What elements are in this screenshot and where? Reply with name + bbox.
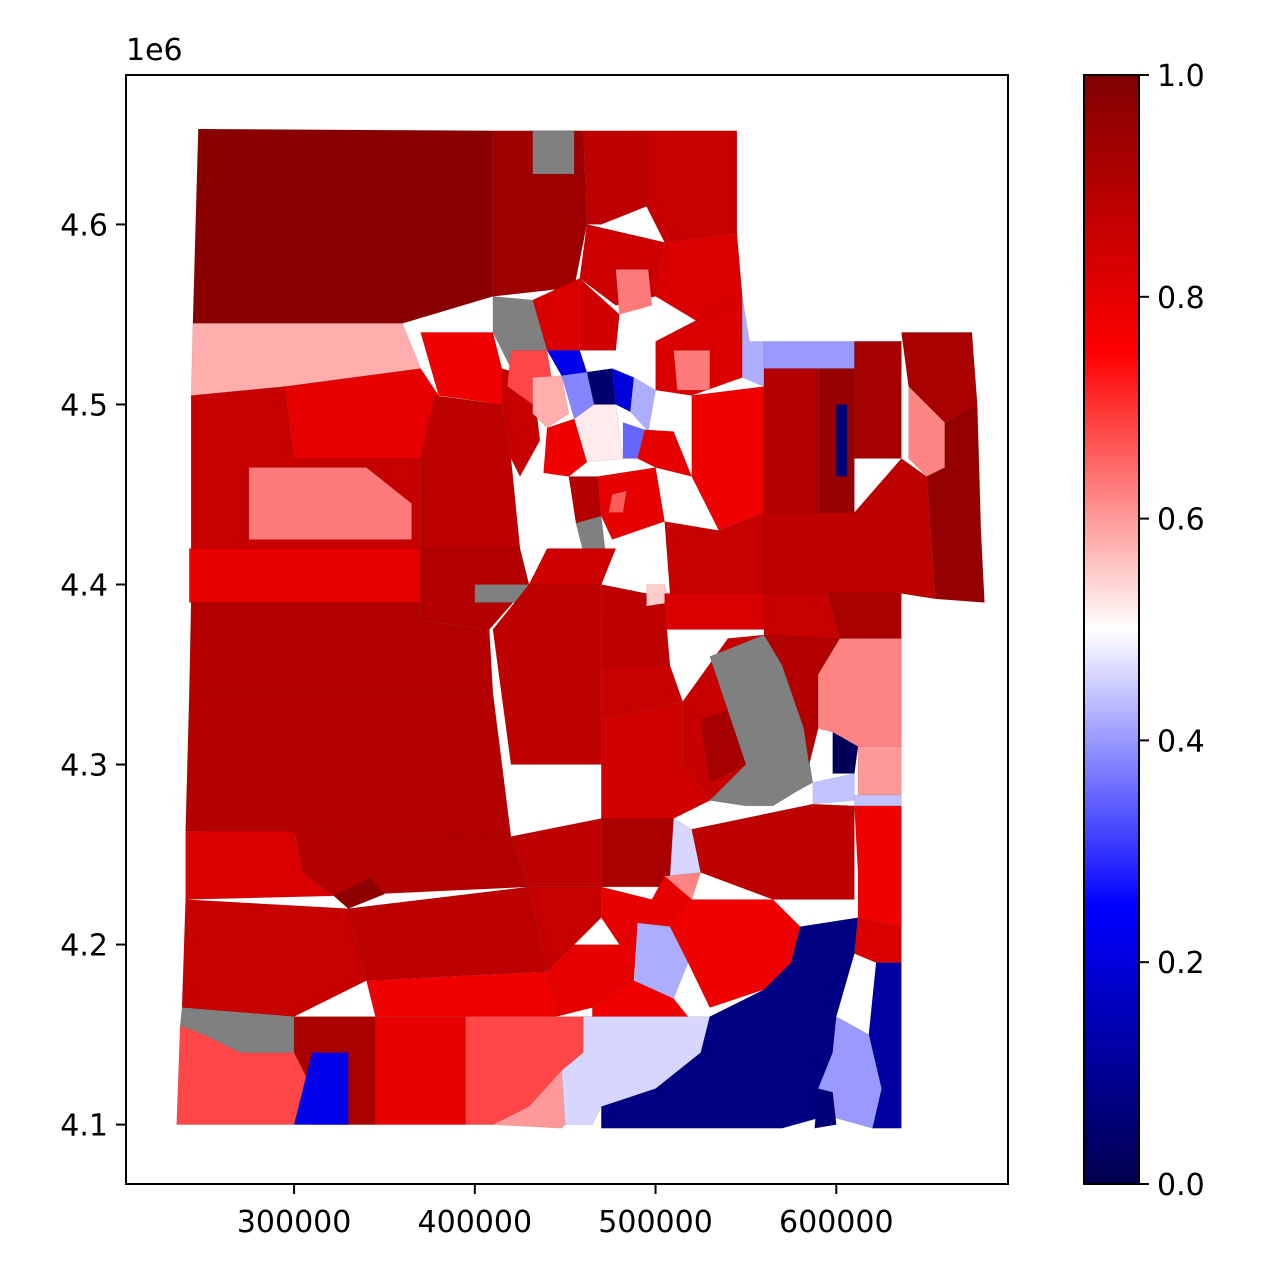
colorbar-tick-label: 1.0 [1157, 59, 1205, 94]
region [528, 886, 602, 973]
region [181, 899, 367, 1017]
region [673, 350, 711, 391]
region [854, 341, 902, 459]
region [568, 476, 602, 524]
region [741, 296, 765, 387]
map-regions [176, 128, 985, 1129]
region-no-data [532, 130, 575, 175]
region [189, 548, 421, 603]
region [192, 128, 494, 324]
region [763, 593, 841, 639]
region [691, 803, 855, 900]
y-offset-label: 1e6 [126, 33, 183, 68]
region [763, 634, 841, 765]
y-tick-label: 4.3 [60, 749, 108, 784]
region [812, 773, 855, 805]
y-tick-label: 4.5 [60, 388, 108, 423]
x-tick-label: 500000 [598, 1205, 713, 1240]
x-axis: 300000 400000 500000 600000 [237, 1184, 894, 1240]
region [600, 818, 674, 888]
region [646, 130, 738, 243]
region [817, 1016, 882, 1129]
region [248, 467, 412, 540]
region [857, 746, 902, 796]
region [615, 269, 653, 315]
region [814, 1088, 837, 1129]
region [926, 403, 985, 603]
region [546, 350, 588, 377]
y-tick-label: 4.4 [60, 568, 108, 603]
region [691, 386, 765, 531]
y-tick-label: 4.6 [60, 208, 108, 243]
x-tick-label: 400000 [418, 1205, 533, 1240]
colorbar-axis: 0.0 0.2 0.4 0.6 0.8 1.0 [1139, 59, 1205, 1203]
region [835, 404, 848, 477]
region [375, 1016, 467, 1125]
y-axis: 4.1 4.2 4.3 4.4 4.5 4.6 [60, 208, 126, 1144]
x-tick-label: 600000 [779, 1205, 894, 1240]
region [293, 1052, 349, 1125]
region [528, 548, 617, 585]
region [629, 377, 656, 433]
region [817, 638, 902, 747]
region [492, 584, 602, 765]
region [664, 593, 765, 630]
colorbar-tick-label: 0.6 [1157, 503, 1205, 538]
colorbar-tick-label: 0.2 [1157, 946, 1205, 981]
x-tick-label: 300000 [237, 1205, 352, 1240]
colorbar-tick-label: 0.8 [1157, 281, 1205, 316]
region [532, 375, 570, 429]
region [185, 692, 512, 837]
axes-frame [125, 74, 1009, 1185]
colorbar-tick-label: 0.4 [1157, 724, 1205, 759]
region [543, 418, 588, 477]
region [637, 429, 693, 477]
region [491, 1069, 566, 1129]
region [597, 467, 665, 540]
region [579, 277, 620, 351]
region [546, 922, 638, 1017]
region [826, 593, 902, 639]
region [854, 805, 902, 927]
y-tick-label: 4.1 [60, 1109, 108, 1144]
region [582, 130, 647, 225]
region [664, 512, 765, 594]
region [190, 323, 422, 396]
y-tick-label: 4.2 [60, 929, 108, 964]
region [854, 794, 902, 807]
region [333, 877, 386, 909]
region [293, 830, 530, 897]
colorbar-tick-label: 0.0 [1157, 1168, 1205, 1203]
region [608, 490, 627, 513]
region [347, 886, 548, 981]
colorbar [1083, 74, 1140, 1185]
